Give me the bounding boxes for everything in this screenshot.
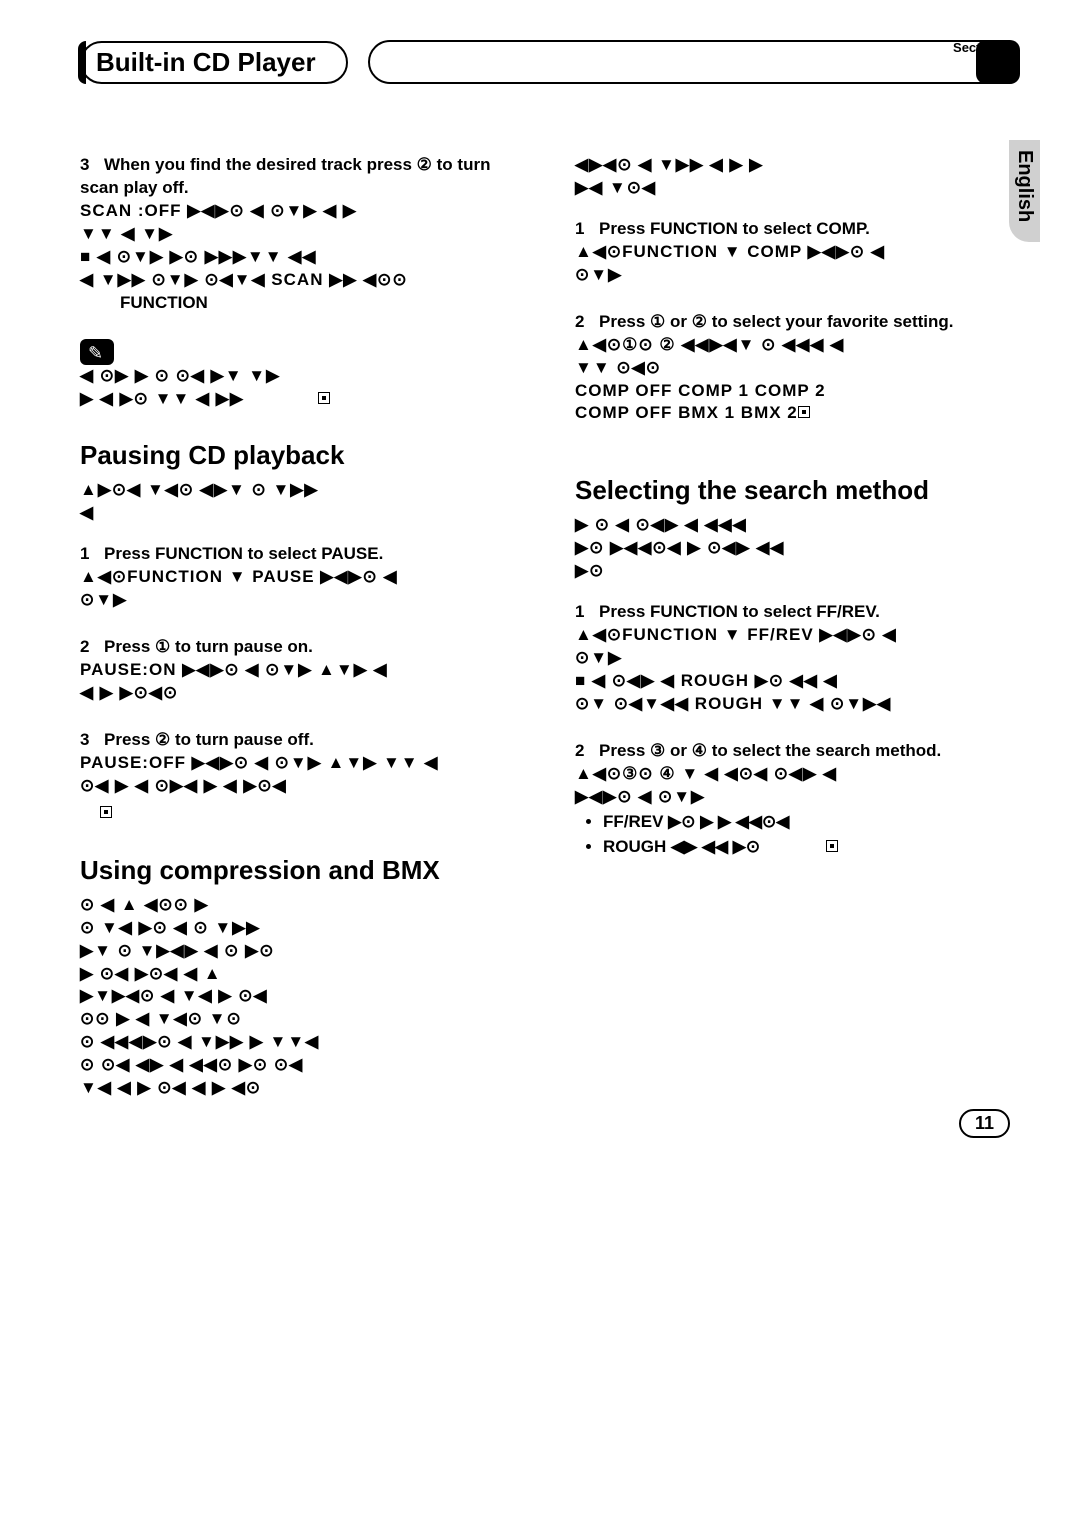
- step-heading: Press ① to turn pause on.: [104, 637, 313, 656]
- section-heading-compression: Using compression and BMX: [80, 855, 525, 886]
- header-pill-right: [368, 40, 1020, 84]
- right-column: ◀▶◀⊙ ◀ ▼▶▶ ◀ ▶ ▶ ▶◀ ▼⊙◀ 1Press FUNCTION …: [575, 154, 1020, 1118]
- stop-icon: [798, 406, 810, 418]
- left-column: 3When you find the desired track press ②…: [80, 154, 525, 1118]
- search-method-list: FF/REV ▶⊙ ▶ ▶ ◀◀⊙◀ ROUGH ◀▶ ◀◀ ▶⊙: [603, 809, 1020, 860]
- footer: 11: [959, 1109, 1010, 1138]
- scan-step3: 3When you find the desired track press ②…: [80, 154, 525, 315]
- step-detail: ■ ◀ ⊙▼▶ ▶⊙ ▶▶▶▼▼ ◀◀: [80, 246, 525, 269]
- step-detail: SCAN :OFF ▶◀▶⊙ ◀ ⊙▼▶ ◀ ▶: [80, 200, 525, 223]
- note-icon: [80, 339, 114, 365]
- note-line: ▶ ◀ ▶⊙ ▼▼ ◀ ▶▶: [80, 388, 525, 411]
- step-heading: Press FUNCTION to select COMP.: [599, 219, 870, 238]
- stop-icon: [826, 840, 838, 852]
- step-number: 2: [575, 311, 599, 334]
- step-heading: Press ③ or ④ to select the search method…: [599, 741, 941, 760]
- step-detail: ▲◀⊙①⊙ ② ◀◀▶◀▼ ⊙ ◀◀◀ ◀ ▼▼ ⊙◀⊙ COMP OFF CO…: [575, 334, 1020, 426]
- step-detail: ◀ ▼▶▶ ⊙▼▶ ⊙◀▼◀ SCAN ▶▶ ◀⊙⊙: [80, 269, 525, 292]
- step-detail: PAUSE:ON ▶◀▶⊙ ◀ ⊙▼▶ ▲▼▶ ◀ ◀ ▶ ▶⊙◀⊙: [80, 659, 525, 705]
- page-title: Built-in CD Player: [80, 41, 348, 84]
- header: Built-in CD Player: [80, 40, 1020, 84]
- comp-step2: 2Press ① or ② to select your favorite se…: [575, 311, 1020, 426]
- step-heading: When you find the desired track press ② …: [80, 155, 490, 197]
- step-detail: ▲◀⊙FUNCTION ▼ FF/REV ▶◀▶⊙ ◀ ⊙▼▶: [575, 624, 1020, 670]
- pause-step3: 3Press ② to turn pause off. PAUSE:OFF ▶◀…: [80, 729, 525, 825]
- page-number: 11: [959, 1109, 1010, 1138]
- step-number: 2: [575, 740, 599, 763]
- list-item: FF/REV ▶⊙ ▶ ▶ ◀◀⊙◀: [603, 809, 1020, 835]
- step-number: 3: [80, 154, 104, 177]
- stop-icon: [100, 806, 112, 818]
- step-number: 3: [80, 729, 104, 752]
- step-detail: ▲◀⊙FUNCTION ▼ COMP ▶◀▶⊙ ◀ ⊙▼▶: [575, 241, 1020, 287]
- step-number: 2: [80, 636, 104, 659]
- stop-icon: [318, 392, 330, 404]
- language-tab: English: [1009, 140, 1040, 242]
- step-detail: ▲◀⊙FUNCTION ▼ PAUSE ▶◀▶⊙ ◀ ⊙▼▶: [80, 566, 525, 612]
- section-heading-search: Selecting the search method: [575, 475, 1020, 506]
- step-detail: ▼▼ ◀ ▼▶: [80, 223, 525, 246]
- comp-step1: 1Press FUNCTION to select COMP. ▲◀⊙FUNCT…: [575, 218, 1020, 287]
- body-text: ◀▶◀⊙ ◀ ▼▶▶ ◀ ▶ ▶ ▶◀ ▼⊙◀: [575, 154, 1020, 200]
- step-heading: Press FUNCTION to select FF/REV.: [599, 602, 880, 621]
- step-number: 1: [575, 601, 599, 624]
- section-heading-pausing: Pausing CD playback: [80, 440, 525, 471]
- note-block: ◀ ⊙▶ ▶ ⊙ ⊙◀ ▶▼ ▼▶ ▶ ◀ ▶⊙ ▼▼ ◀ ▶▶: [80, 339, 525, 411]
- list-item: ROUGH ◀▶ ◀◀ ▶⊙: [603, 834, 1020, 860]
- intro-text: ▲▶⊙◀ ▼◀⊙ ◀▶▼ ⊙ ▼▶▶ ◀: [80, 479, 525, 525]
- search-step2: 2Press ③ or ④ to select the search metho…: [575, 740, 1020, 860]
- intro-text: ▶ ⊙ ◀ ⊙◀▶ ◀ ◀◀◀ ▶⊙ ▶◀◀⊙◀ ▶ ⊙◀▶ ◀◀ ▶⊙: [575, 514, 1020, 583]
- step-detail: ■ ◀ ⊙◀▶ ◀ ROUGH ▶⊙ ◀◀ ◀ ⊙▼ ⊙◀▼◀◀ ROUGH ▼…: [575, 670, 1020, 716]
- step-detail: PAUSE:OFF ▶◀▶⊙ ◀ ⊙▼▶ ▲▼▶ ▼▼ ◀ ⊙◀ ▶ ◀ ⊙▶◀…: [80, 752, 525, 798]
- search-step1: 1Press FUNCTION to select FF/REV. ▲◀⊙FUN…: [575, 601, 1020, 716]
- pause-step1: 1Press FUNCTION to select PAUSE. ▲◀⊙FUNC…: [80, 543, 525, 612]
- step-detail: FUNCTION: [120, 292, 525, 315]
- step-heading: Press ① or ② to select your favorite set…: [599, 312, 954, 331]
- note-line: ◀ ⊙▶ ▶ ⊙ ⊙◀ ▶▼ ▼▶: [80, 365, 525, 388]
- step-number: 1: [575, 218, 599, 241]
- step-detail: ▲◀⊙③⊙ ④ ▼ ◀ ◀⊙◀ ⊙◀▶ ◀ ▶◀▶⊙ ◀ ⊙▼▶: [575, 763, 1020, 809]
- step-heading: Press FUNCTION to select PAUSE.: [104, 544, 383, 563]
- section-number-box: [976, 40, 1020, 84]
- step-number: 1: [80, 543, 104, 566]
- body-text: ⊙ ◀ ▲ ◀⊙⊙ ▶ ⊙ ▼◀ ▶⊙ ◀ ⊙ ▼▶▶ ▶▼ ⊙ ▼▶◀▶ ◀ …: [80, 894, 525, 1100]
- step-heading: Press ② to turn pause off.: [104, 730, 314, 749]
- pause-step2: 2Press ① to turn pause on. PAUSE:ON ▶◀▶⊙…: [80, 636, 525, 705]
